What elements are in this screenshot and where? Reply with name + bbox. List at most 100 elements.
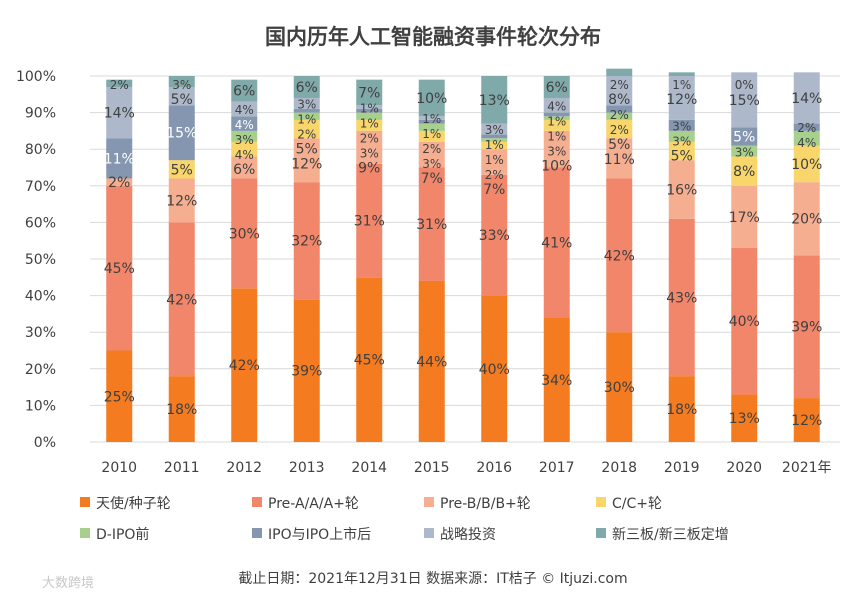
bar-segment <box>293 76 320 98</box>
data-label: 44% <box>416 354 447 370</box>
legend-item: 新三板/新三板定增 <box>596 527 729 543</box>
bar-segment <box>231 130 258 142</box>
bar-segment <box>356 108 383 113</box>
y-tick-label: 70% <box>25 179 56 195</box>
data-label: 2% <box>297 127 316 141</box>
data-label: 14% <box>104 106 135 122</box>
data-label: 5% <box>671 148 693 164</box>
data-label: 3% <box>172 78 191 92</box>
bar-segment <box>793 123 820 131</box>
y-tick-label: 100% <box>16 69 56 85</box>
x-tick-label: 2021年 <box>782 460 832 476</box>
bar-segment <box>168 76 195 87</box>
bar-segment <box>106 86 133 139</box>
bar-segment <box>481 134 508 139</box>
bar-segment <box>606 332 633 442</box>
bar-segment <box>231 116 258 131</box>
bar-segment <box>731 127 758 146</box>
bar-segment <box>793 255 820 399</box>
data-label: 1% <box>672 78 691 92</box>
x-tick-label: 2018 <box>601 460 637 476</box>
bar-segment <box>293 108 320 113</box>
data-label: 45% <box>354 353 385 369</box>
data-label: 5% <box>171 162 193 178</box>
bar-segment <box>168 178 195 223</box>
data-label: 1% <box>422 127 441 141</box>
data-label: 30% <box>229 226 260 242</box>
bar-segment <box>168 105 195 161</box>
data-label: 12% <box>291 156 322 172</box>
data-label: 3% <box>672 134 691 148</box>
data-label: 25% <box>104 389 135 405</box>
data-label: 0% <box>735 78 754 92</box>
legend-swatch <box>596 528 606 538</box>
legend-label: D-IPO前 <box>96 526 149 543</box>
data-label: 40% <box>479 362 510 378</box>
bar-segment <box>356 130 383 164</box>
bar-segment <box>356 119 383 131</box>
bar-segment <box>606 112 633 120</box>
bar-segment <box>168 160 195 179</box>
data-label: 30% <box>604 380 635 396</box>
legend-item: 战略投资 <box>424 527 496 543</box>
bar-segment <box>543 97 570 113</box>
bar-segment <box>418 280 445 442</box>
data-label: 4% <box>235 148 254 162</box>
data-label: 2% <box>360 131 379 145</box>
data-label: 9% <box>358 160 380 176</box>
bar-segment <box>231 178 258 289</box>
bar-segment <box>168 222 195 377</box>
bar-segment <box>356 79 383 106</box>
y-tick-label: 90% <box>25 106 56 122</box>
data-label: 15% <box>729 93 760 109</box>
data-label: 3% <box>672 119 691 133</box>
data-label: 3% <box>547 144 566 158</box>
legend-swatch <box>424 528 434 538</box>
bar-segment <box>543 112 570 117</box>
data-label: 1% <box>422 112 441 126</box>
data-label: 8% <box>608 92 630 108</box>
bar-segment <box>293 138 320 183</box>
data-label: 7% <box>421 171 443 187</box>
legend-item: C/C+轮 <box>596 496 662 512</box>
data-label: 1% <box>485 138 504 152</box>
data-label: 10% <box>541 158 572 174</box>
legend-label: IPO与IPO上市后 <box>268 526 371 543</box>
bar-segment <box>668 160 695 219</box>
legend-swatch <box>80 497 90 507</box>
legend-swatch <box>252 497 262 507</box>
legend-item: D-IPO前 <box>80 526 149 543</box>
data-label: 34% <box>541 373 572 389</box>
bar-segment <box>793 182 820 256</box>
bar-segment <box>668 376 695 442</box>
data-label: 6% <box>233 162 255 178</box>
data-label: 31% <box>354 214 385 230</box>
data-label: 1% <box>360 116 379 130</box>
data-label: 43% <box>666 290 697 306</box>
bar-segment <box>793 145 820 183</box>
data-label: 4% <box>235 103 254 117</box>
x-tick-label: 2019 <box>664 460 700 476</box>
y-tick-label: 40% <box>25 289 56 305</box>
data-label: 31% <box>416 217 447 233</box>
x-tick-label: 2015 <box>414 460 450 476</box>
bar-segment <box>356 163 383 278</box>
legend-item: 天使/种子轮 <box>80 495 171 512</box>
data-label: 5% <box>171 92 193 108</box>
x-tick-label: 2012 <box>226 460 262 476</box>
bar-segment <box>293 182 320 300</box>
data-label: 39% <box>291 364 322 380</box>
data-label: 41% <box>541 236 572 252</box>
data-label: 5% <box>608 137 630 153</box>
data-label: 12% <box>666 92 697 108</box>
data-label: 1% <box>360 101 379 115</box>
legend-item: IPO与IPO上市后 <box>252 526 371 543</box>
x-tick-label: 2011 <box>164 460 200 476</box>
data-label: 15% <box>166 126 197 142</box>
bar-segment <box>606 105 633 113</box>
bar-segment <box>231 141 258 157</box>
bar-segment <box>481 76 508 124</box>
bar-segment <box>481 174 508 296</box>
bar-segment <box>356 112 383 120</box>
